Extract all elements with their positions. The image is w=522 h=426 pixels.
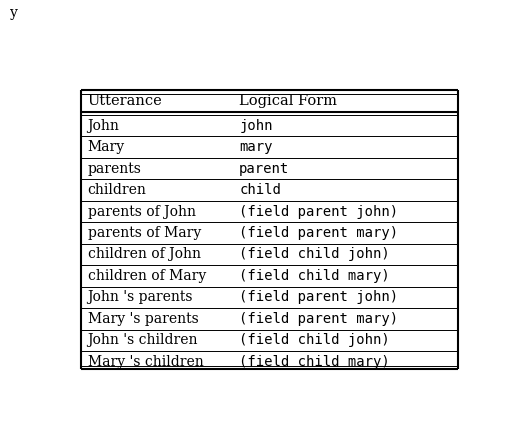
Text: (field parent mary): (field parent mary) xyxy=(239,226,398,240)
Text: john: john xyxy=(239,118,272,132)
Text: Mary 's parents: Mary 's parents xyxy=(88,312,198,326)
Text: (field parent john): (field parent john) xyxy=(239,204,398,219)
Text: (field parent john): (field parent john) xyxy=(239,291,398,305)
Text: children of Mary: children of Mary xyxy=(88,269,206,283)
Text: Mary: Mary xyxy=(88,140,125,154)
Text: parents of Mary: parents of Mary xyxy=(88,226,201,240)
Text: John: John xyxy=(88,118,120,132)
Text: parent: parent xyxy=(239,161,290,176)
Text: y: y xyxy=(10,6,18,20)
Text: children: children xyxy=(88,183,146,197)
Text: (field parent mary): (field parent mary) xyxy=(239,312,398,326)
Text: parents of John: parents of John xyxy=(88,204,196,219)
Text: John 's children: John 's children xyxy=(88,334,198,347)
Text: Logical Form: Logical Form xyxy=(239,94,337,108)
Text: Utterance: Utterance xyxy=(88,94,162,108)
Text: (field child mary): (field child mary) xyxy=(239,269,390,283)
Text: Mary 's children: Mary 's children xyxy=(88,355,203,369)
Text: (field child mary): (field child mary) xyxy=(239,355,390,369)
Text: children of John: children of John xyxy=(88,248,200,262)
Text: John 's parents: John 's parents xyxy=(88,291,193,305)
Text: parents: parents xyxy=(88,161,141,176)
Text: (field child john): (field child john) xyxy=(239,334,390,347)
Text: child: child xyxy=(239,183,281,197)
Text: mary: mary xyxy=(239,140,272,154)
Text: (field child john): (field child john) xyxy=(239,248,390,262)
